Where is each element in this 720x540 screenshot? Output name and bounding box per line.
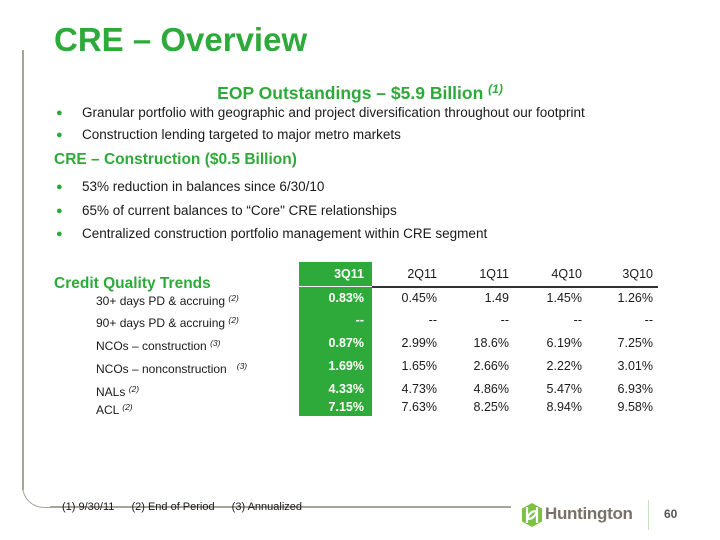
subtitle: EOP Outstandings – $5.9 Billion (1) (0, 78, 720, 104)
bullet-icon: ● (56, 107, 63, 119)
highlight-column-3q11 (299, 262, 372, 416)
bullet-item: ● Centralized construction portfolio mana… (56, 225, 487, 243)
table-cell: 1.65% (401, 359, 437, 373)
row-label: NCOs – construction (3) (96, 335, 220, 354)
huntington-logo-icon (522, 503, 542, 527)
table-cell: 2.99% (401, 336, 437, 350)
row-footnote-ref: (2) (122, 402, 133, 412)
table-cell: 6.93% (617, 382, 653, 396)
table-cell: -- (428, 313, 437, 327)
construction-heading: CRE – Construction ($0.5 Billion) (54, 151, 297, 168)
table-cell: 8.94% (546, 400, 582, 414)
table-cell: 1.49 (484, 291, 509, 305)
subtitle-footnote-ref: (1) (488, 82, 503, 96)
row-label-text: NCOs – nonconstruction (96, 362, 227, 376)
table-cell: 2.22% (546, 359, 582, 373)
row-label: NCOs – nonconstruction (3) (96, 358, 247, 377)
footnote-3: (3) Annualized (231, 501, 302, 513)
table-cell: 7.15% (328, 400, 364, 414)
bullet-text: Centralized construction portfolio manag… (82, 226, 488, 241)
row-footnote-ref: (2) (128, 384, 140, 394)
table-cell: 7.63% (401, 400, 437, 414)
row-footnote-ref: (3) (236, 361, 248, 371)
table-cell: 7.25% (617, 336, 653, 350)
table-cell: 4.86% (473, 382, 509, 396)
table-cell: 4.33% (328, 382, 364, 396)
bullet-item: ● 53% reduction in balances since 6/30/10 (56, 178, 324, 196)
row-label-text: 30+ days PD & accruing (96, 294, 226, 308)
credit-quality-heading: Credit Quality Trends (54, 275, 211, 292)
row-footnote-ref: (2) (228, 315, 239, 325)
frame-left-border (22, 50, 24, 490)
frame-bottom-border (50, 506, 511, 508)
bullet-icon: ● (56, 205, 63, 217)
table-cell: 1.69% (328, 359, 364, 373)
table-cell: 0.45% (401, 291, 437, 305)
bullet-icon: ● (56, 228, 63, 240)
footer-divider (648, 500, 649, 530)
bullet-icon: ● (56, 181, 63, 193)
table-cell: 6.19% (546, 336, 582, 350)
bullet-icon: ● (56, 129, 63, 141)
subtitle-text: EOP Outstandings – $5.9 Billion (217, 83, 484, 103)
row-label: ACL (2) (96, 399, 133, 418)
bullet-text: Granular portfolio with geographic and p… (82, 105, 585, 120)
table-cell: 4.73% (401, 382, 437, 396)
bullet-item: ● 65% of current balances to “Core" CRE r… (56, 202, 397, 220)
table-cell: 18.6% (473, 336, 509, 350)
table-cell: 2.66% (473, 359, 509, 373)
row-label-text: 90+ days PD & accruing (96, 316, 226, 330)
page-number: 60 (664, 507, 678, 521)
column-header: 4Q10 (551, 267, 582, 281)
row-label: 30+ days PD & accruing (2) (96, 290, 239, 309)
table-cell: -- (500, 313, 509, 327)
bullet-item: ● Granular portfolio with geographic and … (56, 104, 585, 122)
table-header-divider (372, 286, 658, 288)
table-cell: -- (573, 313, 582, 327)
frame-corner (22, 478, 52, 508)
row-label-text: NCOs – construction (96, 339, 207, 353)
column-header: 3Q11 (334, 267, 364, 281)
row-label-text: ACL (96, 403, 119, 417)
table-cell: 5.47% (546, 382, 582, 396)
table-cell: 1.45% (546, 291, 582, 305)
row-label: 90+ days PD & accruing (2) (96, 312, 239, 331)
footnotes: (1) 9/30/11 (2) End of Period (3) Annual… (62, 500, 316, 514)
row-footnote-ref: (3) (210, 338, 221, 348)
table-cell: -- (355, 313, 364, 327)
table-cell: 8.25% (473, 400, 509, 414)
bullet-text: Construction lending targeted to major m… (82, 127, 401, 142)
table-cell: 3.01% (617, 359, 653, 373)
column-header: 1Q11 (479, 267, 509, 281)
row-label: NALs (2) (96, 381, 139, 400)
huntington-logo-text: Huntington (545, 504, 633, 523)
row-footnote-ref: (2) (228, 293, 239, 303)
bullet-text: 53% reduction in balances since 6/30/10 (82, 179, 325, 194)
table-cell: 1.26% (617, 291, 653, 305)
bullet-text: 65% of current balances to “Core" CRE re… (82, 203, 397, 218)
table-cell: 9.58% (617, 400, 653, 414)
table-cell: -- (644, 313, 653, 327)
highlight-header-divider (299, 286, 372, 287)
page-title: CRE – Overview (54, 21, 308, 58)
bullet-item: ● Construction lending targeted to major … (56, 126, 401, 144)
table-cell: 0.87% (328, 336, 364, 350)
table-cell: 0.83% (328, 291, 364, 305)
row-label-text: NALs (96, 385, 126, 399)
footnote-1: (1) 9/30/11 (62, 501, 115, 513)
column-header: 2Q11 (407, 267, 437, 281)
column-header: 3Q10 (622, 267, 653, 281)
footnote-2: (2) End of Period (131, 501, 215, 513)
